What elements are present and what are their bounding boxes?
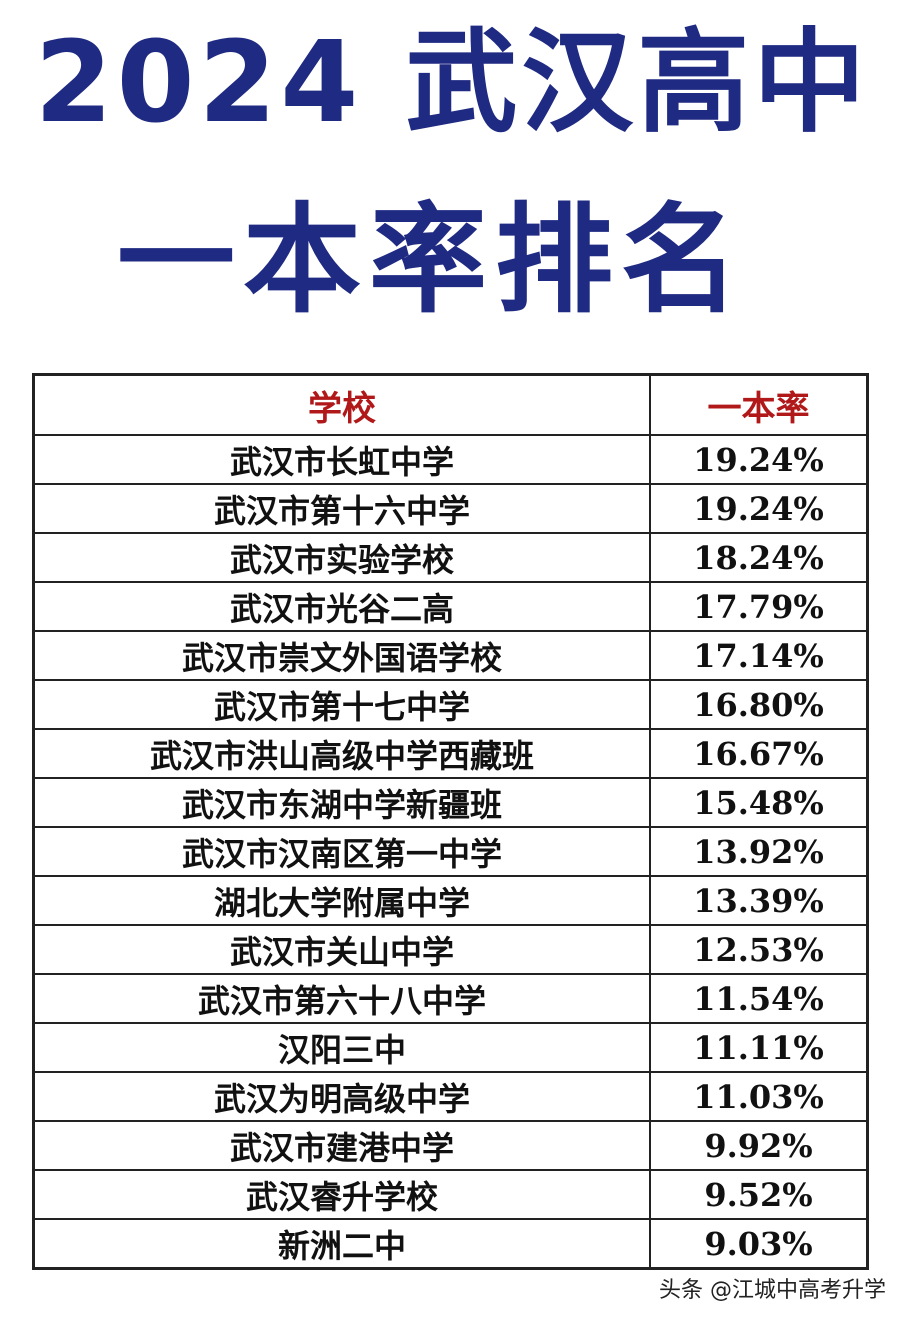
rate-value: 16.80%: [649, 679, 869, 730]
table-row: 武汉市汉南区第一中学 13.92%: [32, 826, 869, 877]
table-row: 武汉市崇文外国语学校 17.14%: [32, 630, 869, 681]
rate-value: 11.11%: [649, 1022, 869, 1073]
table-row: 武汉市第六十八中学 11.54%: [32, 973, 869, 1024]
school-name: 武汉市长虹中学: [32, 434, 651, 485]
school-name: 武汉市光谷二高: [32, 581, 651, 632]
watermark: 头条 @江城中高考升学: [659, 1278, 886, 1303]
school-name: 武汉市第十六中学: [32, 483, 651, 534]
school-name: 武汉市关山中学: [32, 924, 651, 975]
rate-value: 19.24%: [649, 483, 869, 534]
table-row: 武汉市洪山高级中学西藏班 16.67%: [32, 728, 869, 779]
rate-value: 17.79%: [649, 581, 869, 632]
table-row: 武汉为明高级中学 11.03%: [32, 1071, 869, 1122]
rate-value: 15.48%: [649, 777, 869, 828]
school-name: 武汉市汉南区第一中学: [32, 826, 651, 877]
school-name: 湖北大学附属中学: [32, 875, 651, 926]
table-row: 武汉市第十六中学 19.24%: [32, 483, 869, 534]
school-name: 汉阳三中: [32, 1022, 651, 1073]
rate-value: 11.54%: [649, 973, 869, 1024]
ranking-table: 学校 一本率 武汉市长虹中学 19.24% 武汉市第十六中学 19.24% 武汉市实验学…: [32, 373, 869, 1270]
rate-value: 13.39%: [649, 875, 869, 926]
header-row: 学校 一本率: [32, 373, 869, 436]
rate-value: 13.92%: [649, 826, 869, 877]
school-name: 武汉市建港中学: [32, 1120, 651, 1171]
table-row: 汉阳三中 11.11%: [32, 1022, 869, 1073]
school-name: 武汉市崇文外国语学校: [32, 630, 651, 681]
table-row: 武汉市建港中学 9.92%: [32, 1120, 869, 1171]
table-row: 武汉睿升学校 9.52%: [32, 1169, 869, 1220]
rate-value: 9.92%: [649, 1120, 869, 1171]
table-row: 湖北大学附属中学 13.39%: [32, 875, 869, 926]
school-name: 武汉为明高级中学: [32, 1071, 651, 1122]
rate-value: 9.52%: [649, 1169, 869, 1220]
rate-value: 16.67%: [649, 728, 869, 779]
rate-value: 17.14%: [649, 630, 869, 681]
table-row: 武汉市长虹中学 19.24%: [32, 434, 869, 485]
rate-value: 18.24%: [649, 532, 869, 583]
school-name: 武汉市第十七中学: [32, 679, 651, 730]
rate-value: 9.03%: [649, 1218, 869, 1270]
table-row: 武汉市关山中学 12.53%: [32, 924, 869, 975]
rate-value: 11.03%: [649, 1071, 869, 1122]
header-rate: 一本率: [649, 373, 869, 436]
table-row: 武汉市东湖中学新疆班 15.48%: [32, 777, 869, 828]
school-name: 武汉市实验学校: [32, 532, 651, 583]
table-row: 武汉市实验学校 18.24%: [32, 532, 869, 583]
table-row: 新洲二中 9.03%: [32, 1218, 869, 1270]
school-name: 武汉市第六十八中学: [32, 973, 651, 1024]
school-name: 武汉睿升学校: [32, 1169, 651, 1220]
table-row: 武汉市第十七中学 16.80%: [32, 679, 869, 730]
school-name: 武汉市东湖中学新疆班: [32, 777, 651, 828]
title-line-2: 一本率排名: [116, 191, 747, 329]
rate-value: 19.24%: [649, 434, 869, 485]
title-line-1: 2024 武汉高中: [34, 18, 870, 148]
table-row: 武汉市光谷二高 17.79%: [32, 581, 869, 632]
school-name: 新洲二中: [32, 1218, 651, 1270]
header-school: 学校: [32, 373, 651, 436]
rate-value: 12.53%: [649, 924, 869, 975]
school-name: 武汉市洪山高级中学西藏班: [32, 728, 651, 779]
